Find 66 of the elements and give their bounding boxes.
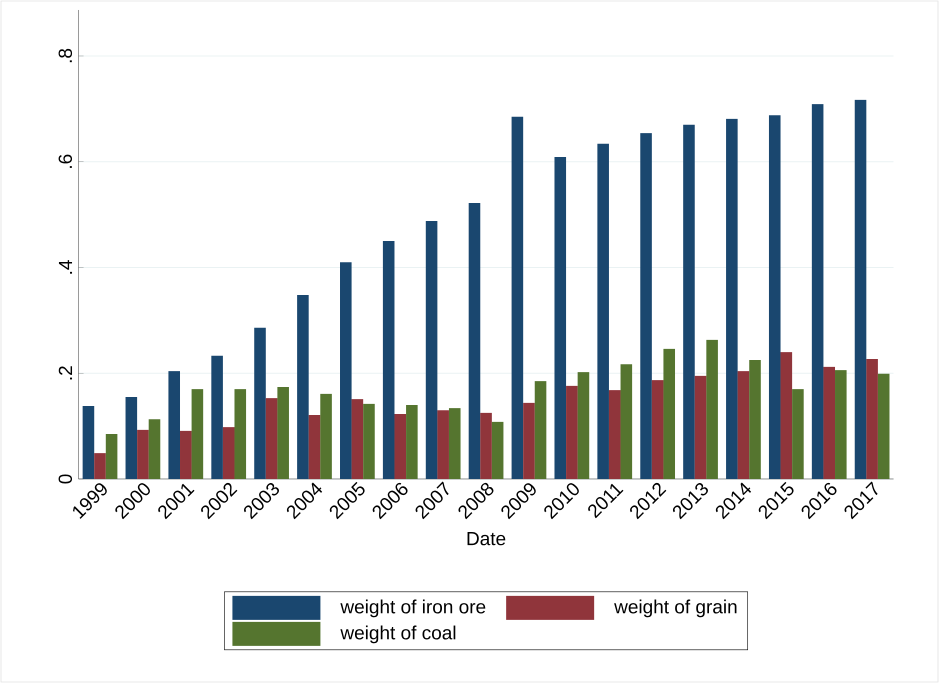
bar (308, 415, 320, 479)
y-tick-label: .4 (58, 260, 72, 274)
bar (652, 380, 664, 479)
bar (363, 404, 375, 479)
bar (137, 430, 149, 479)
bar (352, 399, 364, 479)
bar (168, 371, 180, 479)
bar (82, 406, 94, 479)
bar (211, 356, 223, 479)
bar (738, 371, 750, 479)
bar (768, 115, 781, 479)
bar (854, 100, 866, 479)
bar (426, 220, 438, 479)
bar (480, 412, 492, 479)
bar (340, 262, 352, 479)
bar (597, 144, 609, 479)
bar (683, 124, 695, 479)
bar (780, 352, 792, 479)
bar (406, 404, 418, 479)
y-tick-label: .2 (58, 366, 72, 380)
bar (222, 427, 234, 479)
bar (277, 386, 289, 479)
legend-label: weight of grain (614, 600, 736, 618)
bar (148, 419, 160, 479)
bar (382, 241, 394, 479)
bar (437, 410, 449, 479)
y-tick-label: 0 (58, 474, 72, 484)
bar (608, 390, 621, 479)
bar (492, 422, 504, 479)
bar (578, 372, 590, 479)
bar (812, 104, 824, 479)
bar (694, 376, 706, 479)
bar (878, 374, 890, 479)
bar (512, 116, 524, 479)
bar (94, 453, 106, 479)
x-axis-title: Date (468, 532, 506, 546)
bar (866, 358, 878, 479)
bar (534, 381, 546, 479)
bar (180, 430, 192, 479)
bar (106, 434, 118, 479)
legend-label: weight of iron ore (340, 600, 486, 618)
bar (234, 389, 246, 479)
bar (823, 366, 836, 479)
bar (620, 364, 632, 479)
bar (468, 202, 480, 479)
bar (706, 340, 718, 479)
legend-label: weight of coal (340, 626, 456, 644)
bar (448, 408, 461, 479)
bar (726, 118, 738, 479)
y-tick-label: .6 (58, 154, 72, 168)
bar (749, 360, 761, 479)
bar (835, 370, 847, 479)
bar (192, 389, 204, 479)
bar (126, 397, 138, 479)
bar (640, 133, 652, 479)
bar (792, 389, 804, 479)
bar (566, 386, 578, 479)
bar (663, 348, 676, 479)
y-tick-label: .8 (58, 48, 72, 62)
bar (523, 402, 535, 479)
bar (297, 294, 309, 479)
bar (320, 394, 332, 479)
bar (554, 156, 566, 479)
bar (266, 398, 278, 479)
bar (394, 414, 406, 479)
bar (254, 328, 266, 479)
